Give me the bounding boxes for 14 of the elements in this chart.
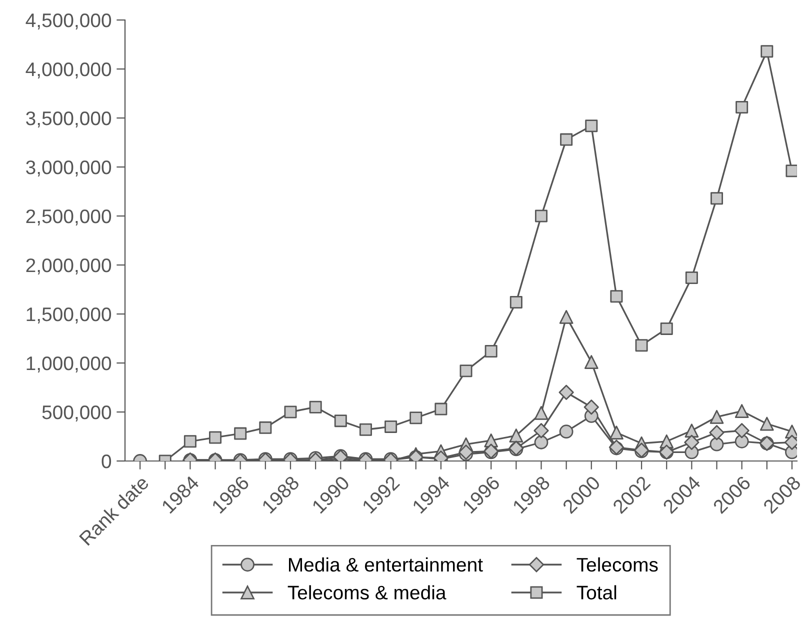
legend-label: Telecoms (576, 557, 658, 572)
y-tick-label: 0 (102, 454, 112, 468)
y-tick-label: 4,500,000 (26, 13, 112, 30)
y-tick-label: 4,000,000 (26, 62, 112, 79)
legend-label: Telecoms & media (288, 585, 446, 600)
y-tick-label: 500,000 (42, 405, 112, 422)
legend-label: Total (576, 585, 616, 600)
legend-label: Media & entertainment (288, 557, 483, 572)
y-tick-label: 2,500,000 (26, 209, 112, 226)
y-tick-label: 3,000,000 (26, 160, 112, 177)
y-tick-label: 1,000,000 (26, 356, 112, 373)
y-tick-label: 2,000,000 (26, 258, 112, 275)
y-tick-label: 1,500,000 (26, 307, 112, 324)
y-tick-label: 3,500,000 (26, 111, 112, 128)
